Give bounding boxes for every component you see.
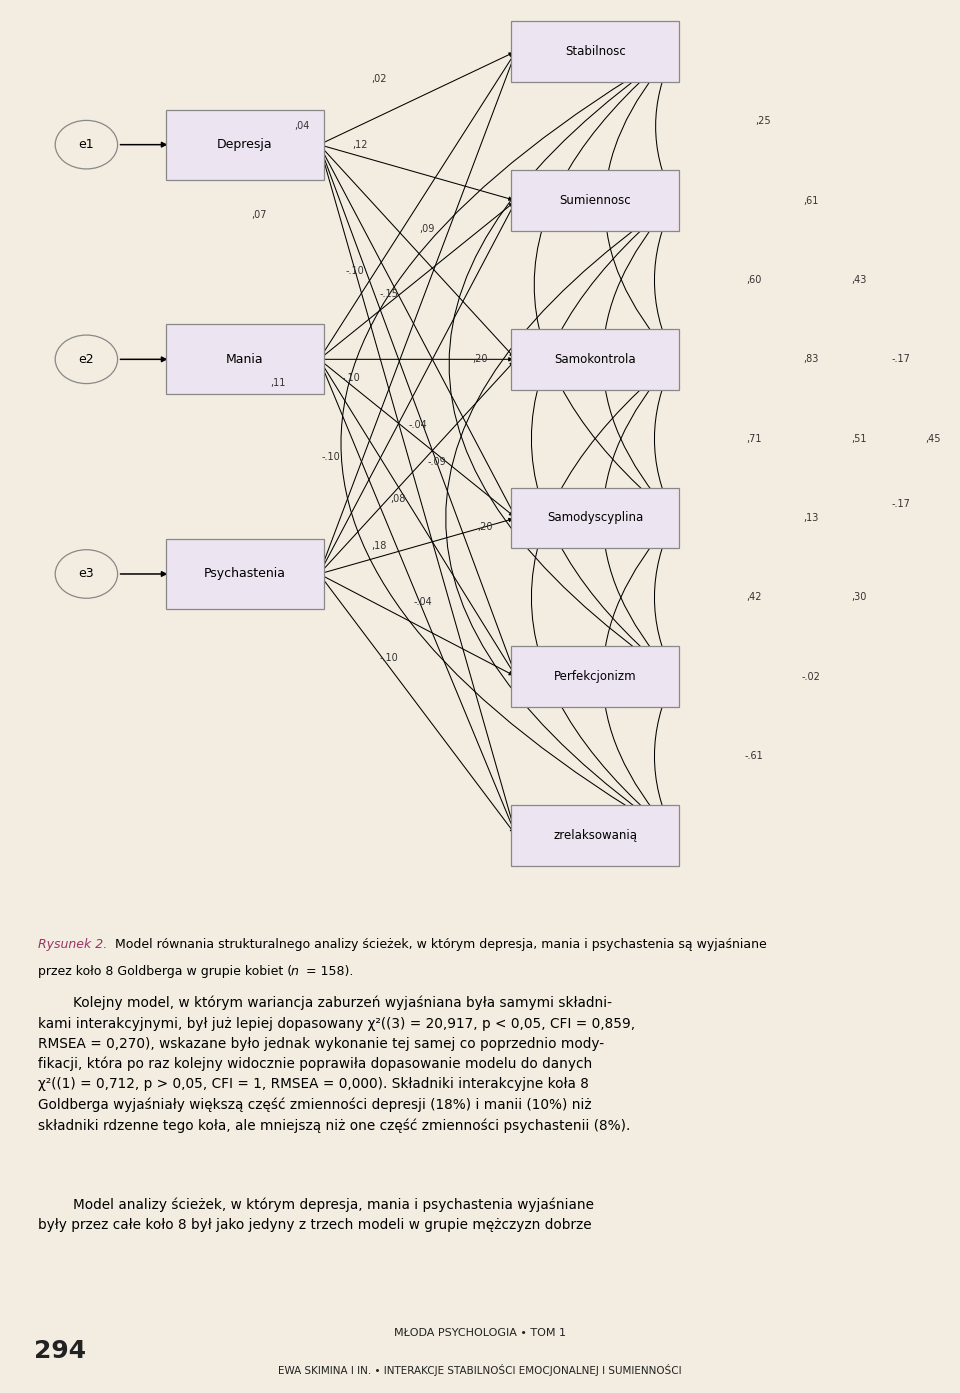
- Text: ,13: ,13: [804, 513, 819, 522]
- Text: Rysunek 2.: Rysunek 2.: [38, 939, 108, 951]
- Text: -.10: -.10: [346, 266, 365, 276]
- Text: ,02: ,02: [372, 74, 387, 85]
- Text: Stabilnosc: Stabilnosc: [564, 45, 626, 59]
- Text: ,08: ,08: [391, 495, 406, 504]
- Text: Model równania strukturalnego analizy ścieżek, w którym depresja, mania i psycha: Model równania strukturalnego analizy śc…: [110, 939, 767, 951]
- Text: e1: e1: [79, 138, 94, 152]
- FancyBboxPatch shape: [511, 21, 680, 82]
- Text: ,20: ,20: [477, 522, 492, 532]
- FancyBboxPatch shape: [165, 325, 324, 394]
- Text: ,18: ,18: [372, 540, 387, 552]
- Text: ,71: ,71: [746, 433, 761, 443]
- Text: ,60: ,60: [746, 274, 761, 286]
- Text: zrelaksowanią: zrelaksowanią: [553, 829, 637, 841]
- Text: ,25: ,25: [756, 117, 771, 127]
- Text: przez koło 8 Goldberga w grupie kobiet (: przez koło 8 Goldberga w grupie kobiet (: [38, 964, 293, 978]
- FancyBboxPatch shape: [511, 488, 680, 549]
- Text: ,07: ,07: [252, 210, 267, 220]
- FancyBboxPatch shape: [165, 539, 324, 609]
- Text: Model analizy ścieżek, w którym depresja, mania i psychastenia wyjaśniane
były p: Model analizy ścieżek, w którym depresja…: [38, 1197, 594, 1231]
- Text: ,42: ,42: [746, 592, 761, 602]
- Text: e2: e2: [79, 352, 94, 366]
- Text: -.17: -.17: [891, 499, 910, 508]
- FancyBboxPatch shape: [511, 170, 680, 231]
- Text: ,30: ,30: [852, 592, 867, 602]
- Text: ,83: ,83: [804, 354, 819, 365]
- Text: ,11: ,11: [271, 378, 286, 387]
- Text: Sumiennosc: Sumiennosc: [560, 194, 631, 208]
- Text: ,45: ,45: [925, 433, 941, 443]
- Text: -.10: -.10: [379, 653, 398, 663]
- FancyBboxPatch shape: [511, 646, 680, 708]
- Text: ,09: ,09: [420, 224, 435, 234]
- Text: e3: e3: [79, 567, 94, 581]
- Text: Perfekcjonizm: Perfekcjonizm: [554, 670, 636, 683]
- Ellipse shape: [55, 120, 117, 169]
- Text: Samodyscyplina: Samodyscyplina: [547, 511, 643, 525]
- Text: Mania: Mania: [226, 352, 264, 366]
- Text: Samokontrola: Samokontrola: [554, 352, 636, 366]
- FancyBboxPatch shape: [511, 329, 680, 390]
- Text: ,61: ,61: [804, 195, 819, 206]
- FancyBboxPatch shape: [511, 805, 680, 865]
- Text: EWA SKIMINA I IN. • INTERAKCJE STABILNOŚCI EMOCJONALNEJ I SUMIENNOŚCI: EWA SKIMINA I IN. • INTERAKCJE STABILNOŚ…: [278, 1364, 682, 1376]
- Text: -.02: -.02: [802, 671, 821, 681]
- Text: ,04: ,04: [295, 121, 310, 131]
- Text: n: n: [290, 964, 298, 978]
- Text: ,43: ,43: [852, 274, 867, 286]
- Text: 294: 294: [34, 1339, 85, 1364]
- Text: Depresja: Depresja: [217, 138, 273, 152]
- Text: -.15: -.15: [379, 288, 398, 299]
- Text: -.17: -.17: [891, 354, 910, 365]
- Text: ,20: ,20: [472, 354, 488, 365]
- Text: = 158).: = 158).: [301, 964, 353, 978]
- Text: ,12: ,12: [352, 139, 368, 149]
- Text: -.04: -.04: [408, 419, 427, 429]
- Text: Psychastenia: Psychastenia: [204, 567, 286, 581]
- FancyBboxPatch shape: [165, 110, 324, 180]
- Text: Kolejny model, w którym wariancja zaburzeń wyjaśniana była samymi składni-
kami : Kolejny model, w którym wariancja zaburz…: [38, 996, 636, 1133]
- Text: MŁODA PSYCHOLOGIA • TOM 1: MŁODA PSYCHOLOGIA • TOM 1: [394, 1328, 566, 1337]
- Text: -.10: -.10: [341, 373, 360, 383]
- Ellipse shape: [55, 550, 117, 598]
- Ellipse shape: [55, 336, 117, 383]
- Text: -.61: -.61: [744, 751, 763, 761]
- Text: -.09: -.09: [427, 457, 446, 467]
- Text: ,51: ,51: [852, 433, 867, 443]
- Text: -.04: -.04: [413, 598, 432, 607]
- Text: -.10: -.10: [322, 453, 341, 462]
